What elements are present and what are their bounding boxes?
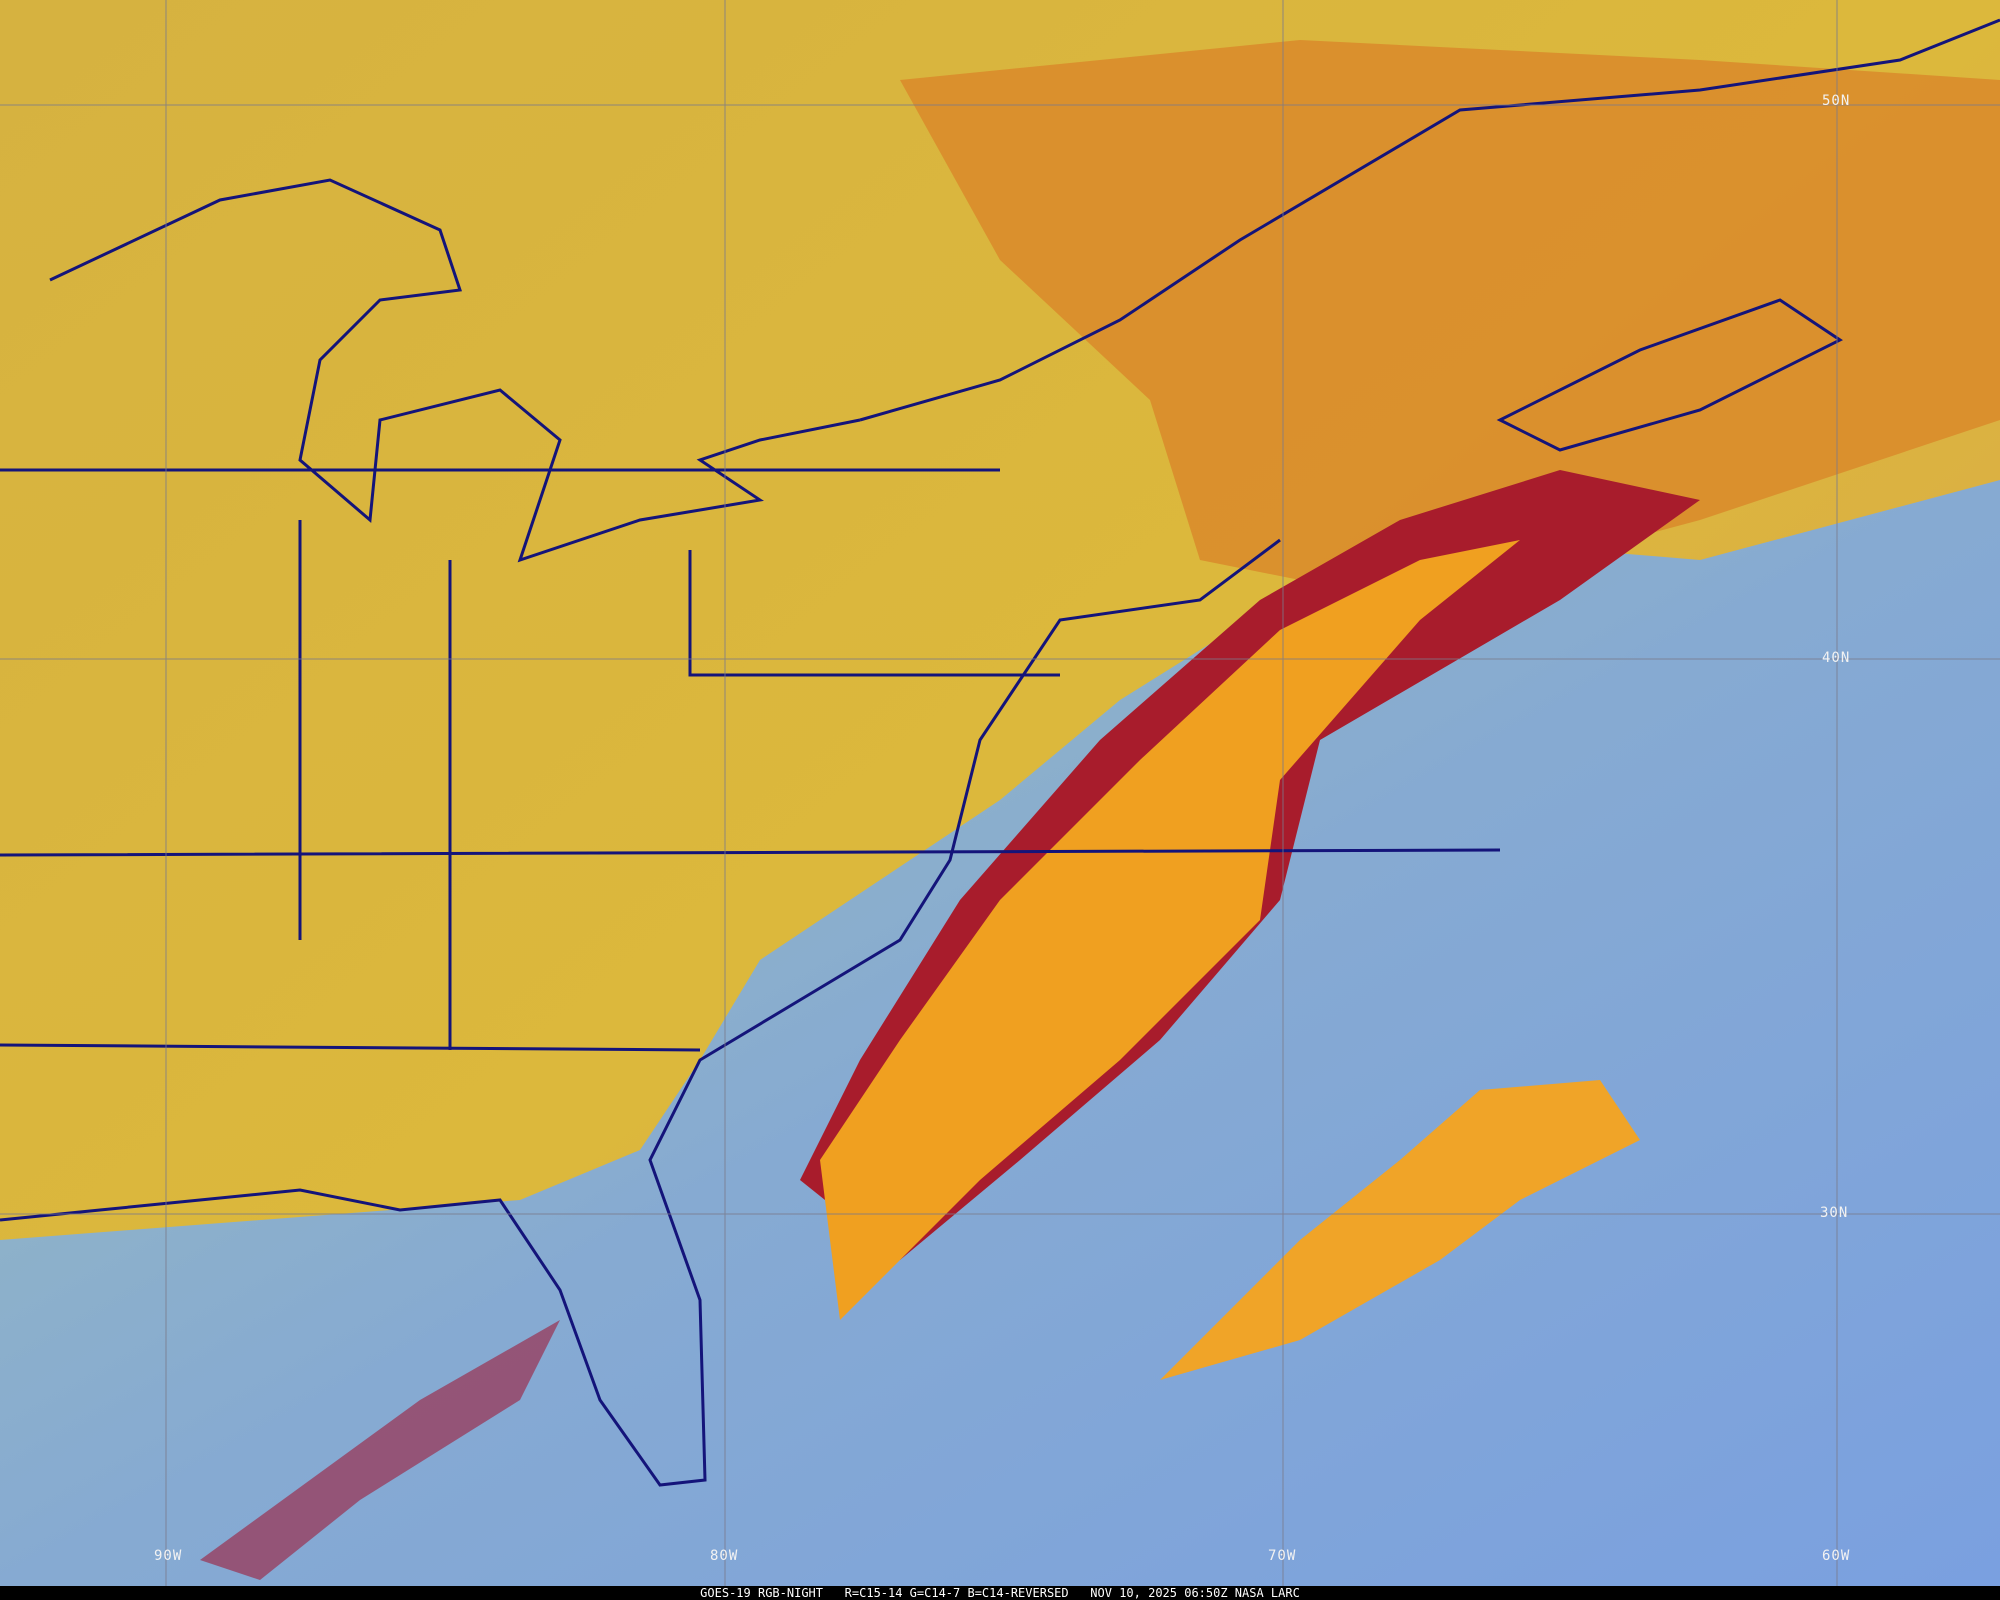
lon-label-80w: 80W: [710, 1548, 739, 1564]
atlantic-cloud-patch: [1160, 1080, 1640, 1380]
lon-label-90w: 90W: [154, 1548, 183, 1564]
northeast-cloud-band: [900, 40, 2000, 600]
boundary-lines: [0, 18, 2000, 1487]
gulf-cloud-streak: [200, 1320, 560, 1580]
lat-label-50n: 50N: [1822, 93, 1851, 109]
st-lawrence: [859, 18, 2000, 422]
lat-label-30n: 30N: [1820, 1205, 1849, 1221]
coastline-east: [0, 538, 1281, 1487]
product-caption: GOES-19 RGB-NIGHT R=C15-14 G=C14-7 B=C14…: [0, 1586, 2000, 1600]
maritimes-coast: [1496, 298, 1843, 452]
lat-label-40n: 40N: [1822, 650, 1851, 666]
frontal-cloud-orange: [820, 540, 1520, 1320]
lon-label-70w: 70W: [1268, 1548, 1297, 1564]
state-line: [0, 468, 1501, 1052]
lon-label-60w: 60W: [1822, 1548, 1851, 1564]
